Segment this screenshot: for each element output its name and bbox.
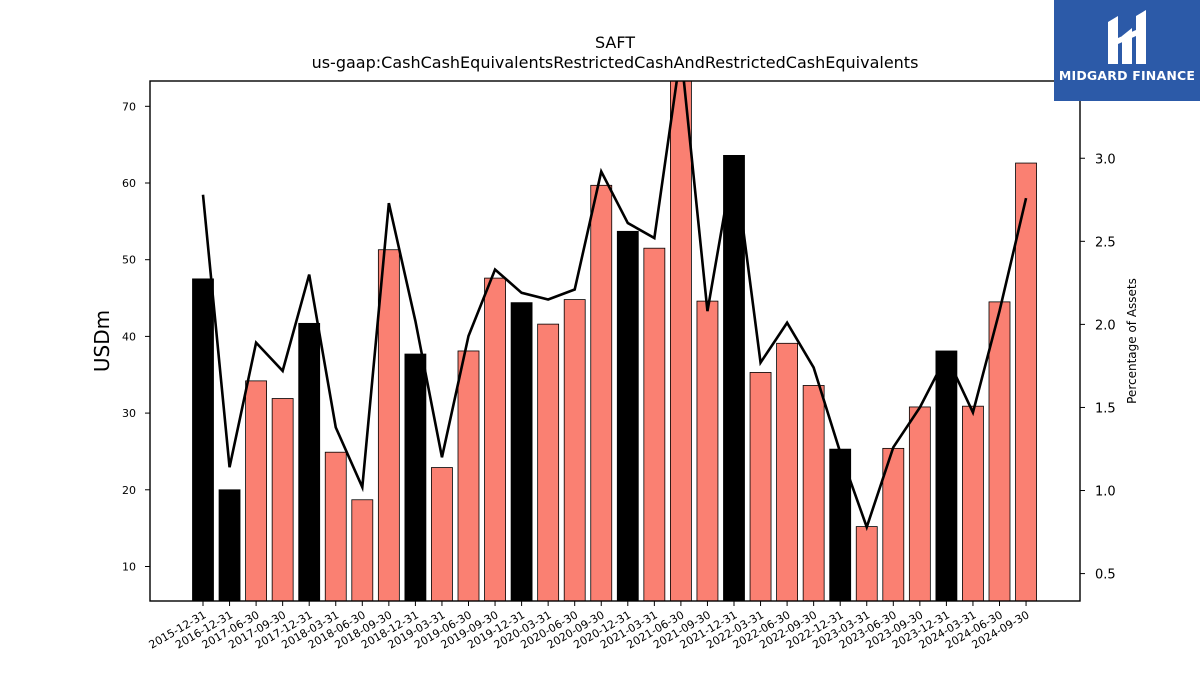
bar xyxy=(324,451,347,601)
chart-subtitle: us-gaap:CashCashEquivalentsRestrictedCas… xyxy=(312,53,919,72)
midgard-logo-icon xyxy=(1108,10,1146,64)
bar xyxy=(855,526,878,601)
bar xyxy=(988,301,1011,601)
y2-tick-label: 1.5 xyxy=(1095,401,1116,416)
chart-title: SAFT xyxy=(595,33,635,52)
bar xyxy=(776,342,798,601)
logo-text: MIDGARD FINANCE xyxy=(1058,68,1196,83)
y-tick-label: 70 xyxy=(122,100,136,113)
bar xyxy=(802,385,825,601)
bar xyxy=(271,398,294,601)
bar xyxy=(935,350,958,601)
y-tick-label: 50 xyxy=(122,254,136,267)
bar xyxy=(351,499,374,601)
bar xyxy=(908,406,931,601)
bar xyxy=(723,154,745,601)
bar xyxy=(218,489,241,601)
plot-frame xyxy=(149,80,1081,602)
bar xyxy=(484,277,506,601)
percentage-line xyxy=(201,81,1028,532)
y-tick-label: 40 xyxy=(122,330,136,343)
bar xyxy=(537,323,560,601)
bar xyxy=(962,405,984,601)
y2-tick-label: 1.0 xyxy=(1095,485,1116,500)
bar xyxy=(590,184,613,601)
bar xyxy=(377,249,400,601)
y2-tick-label: 3.0 xyxy=(1095,152,1116,167)
bar xyxy=(616,230,639,601)
y-tick-label: 30 xyxy=(122,407,136,420)
bar xyxy=(298,322,321,601)
bar xyxy=(563,299,586,601)
bar xyxy=(404,353,427,601)
x-axis: 2015-12-312016-12-312017-06-302017-09-30… xyxy=(147,601,1032,652)
brand-logo: MIDGARD FINANCE xyxy=(1054,0,1200,101)
y-tick-label: 60 xyxy=(122,177,136,190)
bar xyxy=(643,247,666,601)
y-tick-label: 20 xyxy=(122,484,136,497)
y2-tick-label: 0.5 xyxy=(1095,568,1116,583)
bar xyxy=(696,300,719,601)
right-axis: 0.5 1.0 1.5 2.0 2.5 3.0 xyxy=(1080,152,1116,583)
bar xyxy=(670,81,692,601)
bar xyxy=(192,278,214,601)
bars-group xyxy=(192,81,1037,601)
left-axis: 10 20 30 40 50 60 70 xyxy=(122,100,150,573)
y2-tick-label: 2.0 xyxy=(1095,318,1116,333)
bar xyxy=(457,350,480,601)
y-tick-label: 10 xyxy=(122,560,136,573)
bar xyxy=(510,302,533,601)
bar xyxy=(245,380,268,601)
y2-axis-label: Percentage of Assets xyxy=(1125,278,1139,404)
y2-tick-label: 2.5 xyxy=(1095,235,1116,250)
bar xyxy=(749,372,772,601)
y-axis-label: USDm xyxy=(90,310,114,372)
line-layer xyxy=(201,81,1028,532)
bar xyxy=(431,467,453,601)
bar xyxy=(1015,162,1037,601)
